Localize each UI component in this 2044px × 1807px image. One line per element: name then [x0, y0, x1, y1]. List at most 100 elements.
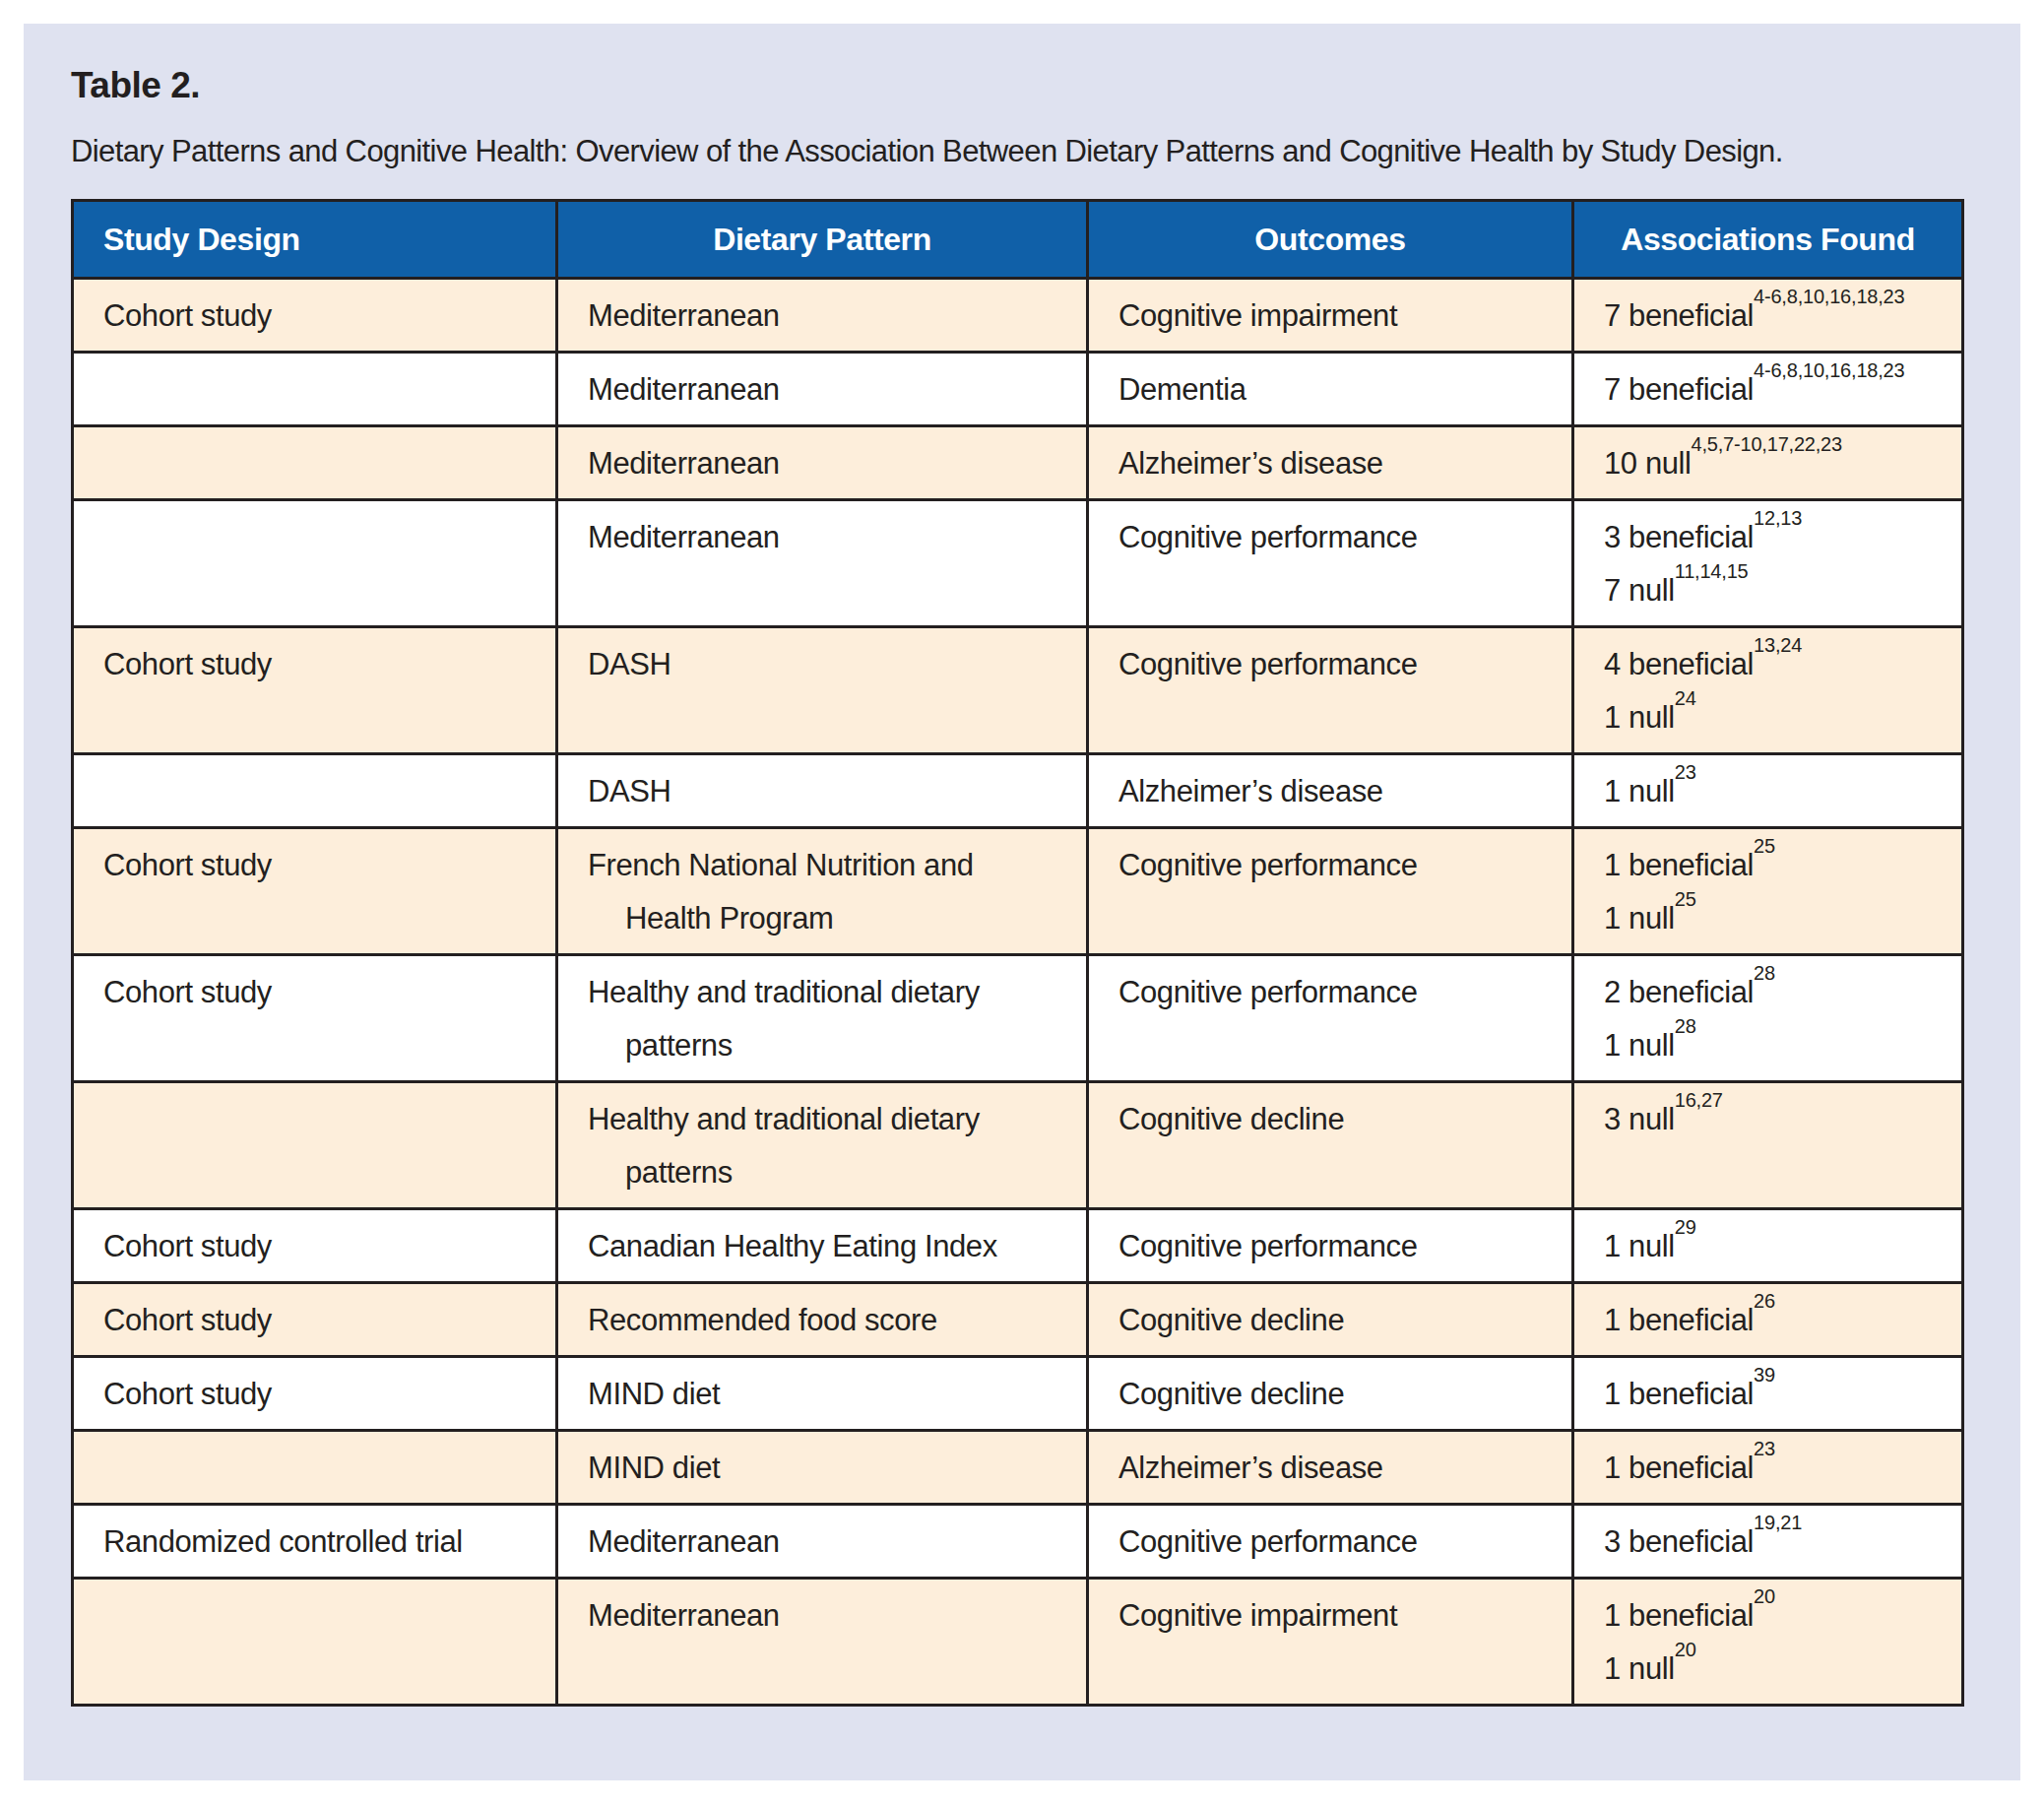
dietary-pattern-line: Canadian Healthy Eating Index	[588, 1220, 1072, 1273]
dietary-pattern-line: MIND diet	[588, 1442, 1072, 1495]
reference-superscript: 12,13	[1754, 507, 1802, 529]
dietary-pattern-cell: Recommended food score	[557, 1283, 1088, 1357]
dietary-pattern-line: Mediterranean	[588, 1589, 1072, 1643]
reference-superscript: 29	[1675, 1216, 1696, 1238]
dietary-pattern-line: Mediterranean	[588, 437, 1072, 490]
table-row: Cohort study Canadian Healthy Eating Inde…	[73, 1209, 1963, 1283]
reference-superscript: 16,27	[1675, 1089, 1723, 1111]
outcomes-cell: Cognitive performance	[1088, 1209, 1573, 1283]
associations-cell: 1 beneficial201 null20	[1573, 1579, 1963, 1706]
associations-cell: 10 null4,5,7-10,17,22,23	[1573, 426, 1963, 500]
table-row: Cohort studyHealthy and traditional diet…	[73, 955, 1963, 1082]
reference-superscript: 13,24	[1754, 634, 1802, 656]
reference-superscript: 26	[1754, 1290, 1775, 1312]
study-design-cell	[73, 1431, 557, 1505]
dietary-pattern-cell: Mediterranean	[557, 500, 1088, 627]
study-design-cell: Cohort study	[73, 279, 557, 353]
outcomes-cell: Cognitive performance	[1088, 1505, 1573, 1579]
study-design-cell	[73, 1579, 557, 1706]
reference-superscript: 23	[1754, 1438, 1775, 1459]
dietary-pattern-line: Recommended food score	[588, 1294, 1072, 1347]
reference-superscript: 20	[1754, 1585, 1775, 1607]
table-row: Cohort studyDASHCognitive performance4 b…	[73, 627, 1963, 754]
study-design-cell: Cohort study	[73, 1357, 557, 1431]
reference-superscript: 28	[1675, 1015, 1696, 1037]
dietary-pattern-line: patterns	[588, 1019, 1072, 1072]
dietary-pattern-cell: Canadian Healthy Eating Index	[557, 1209, 1088, 1283]
outcomes-cell: Cognitive performance	[1088, 500, 1573, 627]
col-header-dietary-pattern: Dietary Pattern	[557, 201, 1088, 279]
outcomes-cell: Cognitive decline	[1088, 1357, 1573, 1431]
study-design-cell: Cohort study	[73, 955, 557, 1082]
reference-superscript: 24	[1675, 687, 1696, 709]
dietary-pattern-line: MIND diet	[588, 1368, 1072, 1421]
reference-superscript: 25	[1675, 888, 1696, 910]
associations-cell: 3 beneficial19,21	[1573, 1505, 1963, 1579]
dietary-pattern-line: Mediterranean	[588, 1516, 1072, 1569]
outcomes-cell: Alzheimer’s disease	[1088, 426, 1573, 500]
reference-superscript: 39	[1754, 1364, 1775, 1386]
dietary-pattern-cell: Mediterranean	[557, 353, 1088, 426]
association-line: 10 null4,5,7-10,17,22,23	[1604, 437, 1948, 490]
dietary-pattern-line: Mediterranean	[588, 363, 1072, 417]
dietary-pattern-cell: Mediterranean	[557, 1579, 1088, 1706]
dietary-pattern-cell: Mediterranean	[557, 426, 1088, 500]
associations-cell: 7 beneficial4-6,8,10,16,18,23	[1573, 353, 1963, 426]
study-design-cell	[73, 754, 557, 828]
dietary-pattern-cell: Healthy and traditional dietarypatterns	[557, 955, 1088, 1082]
outcomes-cell: Cognitive performance	[1088, 955, 1573, 1082]
association-line: 4 beneficial13,24	[1604, 638, 1948, 691]
association-line: 1 null29	[1604, 1220, 1948, 1273]
table-row: Mediterranean Dementia 7 beneficial4-6,8,1…	[73, 353, 1963, 426]
table-caption: Dietary Patterns and Cognitive Health: O…	[71, 134, 2020, 169]
table-row: Healthy and traditional dietarypatternsC…	[73, 1082, 1963, 1209]
dietary-pattern-line: patterns	[588, 1146, 1072, 1199]
study-design-cell	[73, 426, 557, 500]
associations-cell: 3 beneficial12,137 null11,14,15	[1573, 500, 1963, 627]
outcomes-cell: Alzheimer’s disease	[1088, 1431, 1573, 1505]
association-line: 1 null20	[1604, 1643, 1948, 1696]
associations-cell: 1 null29	[1573, 1209, 1963, 1283]
reference-superscript: 4,5,7-10,17,22,23	[1692, 433, 1842, 455]
table-row: Randomized controlled trial Mediterranean…	[73, 1505, 1963, 1579]
study-design-cell: Cohort study	[73, 1209, 557, 1283]
table-row: Cohort studyFrench National Nutrition an…	[73, 828, 1963, 955]
reference-superscript: 20	[1675, 1639, 1696, 1660]
dietary-pattern-line: Mediterranean	[588, 511, 1072, 564]
associations-cell: 1 beneficial39	[1573, 1357, 1963, 1431]
outcomes-cell: Cognitive decline	[1088, 1082, 1573, 1209]
table-row: Cohort studyMediterraneanCognitive impai…	[73, 279, 1963, 353]
association-line: 3 beneficial12,13	[1604, 511, 1948, 564]
associations-cell: 1 beneficial251 null25	[1573, 828, 1963, 955]
col-header-outcomes: Outcomes	[1088, 201, 1573, 279]
table-row: Cohort studyRecommended food scoreCognit…	[73, 1283, 1963, 1357]
association-line: 7 beneficial4-6,8,10,16,18,23	[1604, 363, 1948, 417]
table-row: Cohort study MIND diet Cognitive decline 1 …	[73, 1357, 1963, 1431]
associations-cell: 4 beneficial13,241 null24	[1573, 627, 1963, 754]
study-design-cell: Cohort study	[73, 828, 557, 955]
association-line: 1 null24	[1604, 691, 1948, 744]
dietary-pattern-cell: MIND diet	[557, 1357, 1088, 1431]
study-design-cell	[73, 353, 557, 426]
outcomes-cell: Cognitive performance	[1088, 828, 1573, 955]
dietary-pattern-cell: MIND diet	[557, 1431, 1088, 1505]
association-line: 1 null28	[1604, 1019, 1948, 1072]
study-design-cell: Cohort study	[73, 627, 557, 754]
association-line: 1 null23	[1604, 765, 1948, 818]
outcomes-cell: Dementia	[1088, 353, 1573, 426]
table-row: MediterraneanCognitive performance3 bene…	[73, 500, 1963, 627]
association-line: 1 beneficial23	[1604, 1442, 1948, 1495]
dietary-pattern-cell: Mediterranean	[557, 279, 1088, 353]
table-row: Mediterranean Alzheimer’s disease 10 null4…	[73, 426, 1963, 500]
study-design-cell: Randomized controlled trial	[73, 1505, 557, 1579]
associations-cell: 1 beneficial26	[1573, 1283, 1963, 1357]
outcomes-cell: Cognitive decline	[1088, 1283, 1573, 1357]
dietary-pattern-line: Mediterranean	[588, 290, 1072, 343]
reference-superscript: 28	[1754, 962, 1775, 984]
association-line: 3 beneficial19,21	[1604, 1516, 1948, 1569]
association-line: 1 null25	[1604, 892, 1948, 945]
dietary-pattern-cell: DASH	[557, 754, 1088, 828]
reference-superscript: 11,14,15	[1675, 560, 1749, 582]
association-line: 1 beneficial39	[1604, 1368, 1948, 1421]
associations-cell: 2 beneficial281 null28	[1573, 955, 1963, 1082]
